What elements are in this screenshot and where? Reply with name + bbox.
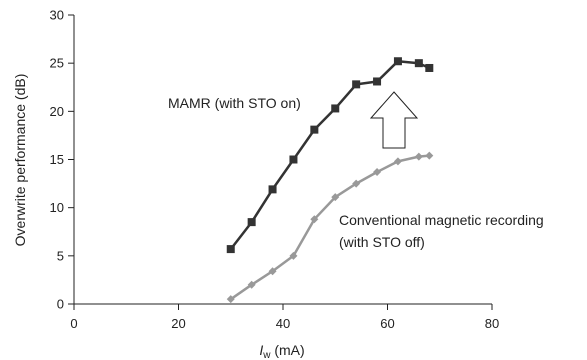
x-tick-label: 40 (276, 316, 290, 331)
y-tick-label: 5 (57, 248, 64, 263)
y-axis-title: Overwrite performance (dB) (12, 74, 28, 247)
conventional-point (352, 179, 361, 188)
y-tick-label: 25 (50, 56, 64, 71)
mamr-point (247, 218, 256, 227)
mamr-point (393, 57, 402, 66)
x-axis-title-unit: (mA) (270, 342, 304, 358)
conventional-point (414, 152, 423, 161)
mamr-point (310, 125, 319, 134)
mamr-point (268, 185, 277, 194)
x-axis-title: Iw (mA) (259, 342, 304, 360)
x-ticks: 0 20 40 60 80 (70, 304, 499, 331)
conventional-point (226, 295, 235, 304)
x-axis-title-sub: w (262, 350, 271, 360)
mamr-point (425, 63, 434, 72)
conventional-point (393, 157, 402, 166)
mamr-point (226, 245, 235, 254)
mamr-point (289, 155, 298, 164)
conventional-series (226, 151, 434, 304)
mamr-point (352, 80, 361, 89)
mamr-annotation: MAMR (with STO on) (168, 95, 301, 111)
conventional-point (247, 280, 256, 289)
mamr-series (226, 57, 434, 254)
conventional-annotation-line1: Conventional magnetic recording (339, 212, 544, 228)
mamr-point (414, 59, 423, 68)
series-layer (226, 57, 434, 304)
conventional-point (289, 251, 298, 260)
y-tick-label: 20 (50, 104, 64, 119)
x-tick-label: 0 (70, 316, 77, 331)
up-arrow-icon (369, 91, 419, 149)
conventional-point (268, 267, 277, 276)
y-tick-label: 15 (50, 152, 64, 167)
conventional-point (331, 193, 340, 202)
y-tick-label: 10 (50, 200, 64, 215)
y-ticks: 0 5 10 15 20 25 30 (50, 8, 74, 312)
conventional-point (310, 215, 319, 224)
mamr-point (331, 104, 340, 113)
x-axis-title-var: I (259, 342, 263, 358)
mamr-point (373, 77, 382, 86)
y-tick-label: 0 (57, 297, 64, 312)
conventional-point (373, 168, 382, 177)
conventional-point (425, 151, 434, 160)
conventional-annotation-line2: (with STO off) (339, 234, 425, 250)
x-tick-label: 20 (171, 316, 185, 331)
x-tick-label: 80 (485, 316, 499, 331)
x-tick-label: 60 (380, 316, 394, 331)
y-tick-label: 30 (50, 8, 64, 23)
